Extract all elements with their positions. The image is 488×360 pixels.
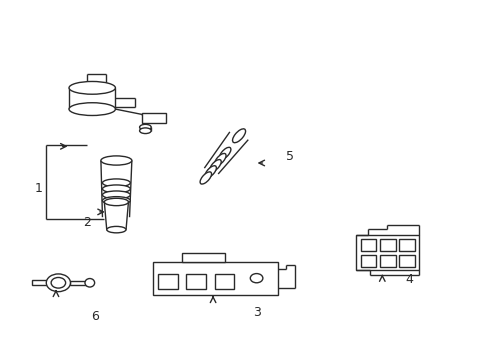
Bar xyxy=(70,281,90,285)
Bar xyxy=(32,280,58,285)
Bar xyxy=(398,239,414,251)
Bar xyxy=(158,274,178,289)
Ellipse shape xyxy=(106,226,126,233)
Bar xyxy=(186,274,205,289)
Text: 3: 3 xyxy=(252,306,260,319)
Text: 5: 5 xyxy=(286,150,294,163)
Ellipse shape xyxy=(51,278,65,288)
Ellipse shape xyxy=(232,129,245,143)
Text: 4: 4 xyxy=(404,273,412,286)
Ellipse shape xyxy=(69,103,115,116)
Ellipse shape xyxy=(102,197,130,204)
Bar xyxy=(379,255,395,267)
Text: 2: 2 xyxy=(83,216,91,229)
Ellipse shape xyxy=(102,185,130,193)
Bar xyxy=(398,255,414,267)
Bar xyxy=(360,255,376,267)
Bar xyxy=(379,239,395,251)
Ellipse shape xyxy=(250,274,263,283)
Bar xyxy=(181,253,224,261)
Ellipse shape xyxy=(209,159,221,172)
Ellipse shape xyxy=(101,156,132,165)
Ellipse shape xyxy=(204,166,216,178)
Ellipse shape xyxy=(102,191,130,199)
Ellipse shape xyxy=(206,166,216,176)
Ellipse shape xyxy=(85,279,95,287)
Ellipse shape xyxy=(139,124,151,130)
Ellipse shape xyxy=(219,147,230,159)
Ellipse shape xyxy=(200,172,211,184)
Text: 1: 1 xyxy=(35,183,43,195)
Bar xyxy=(355,235,418,270)
Ellipse shape xyxy=(102,179,130,187)
Text: 6: 6 xyxy=(90,310,99,323)
Ellipse shape xyxy=(46,274,70,292)
Bar xyxy=(360,239,376,251)
Ellipse shape xyxy=(139,128,151,134)
Ellipse shape xyxy=(69,81,115,94)
Bar xyxy=(152,261,278,295)
Bar xyxy=(214,274,233,289)
Ellipse shape xyxy=(104,198,128,206)
Polygon shape xyxy=(142,113,166,123)
Ellipse shape xyxy=(214,153,225,166)
